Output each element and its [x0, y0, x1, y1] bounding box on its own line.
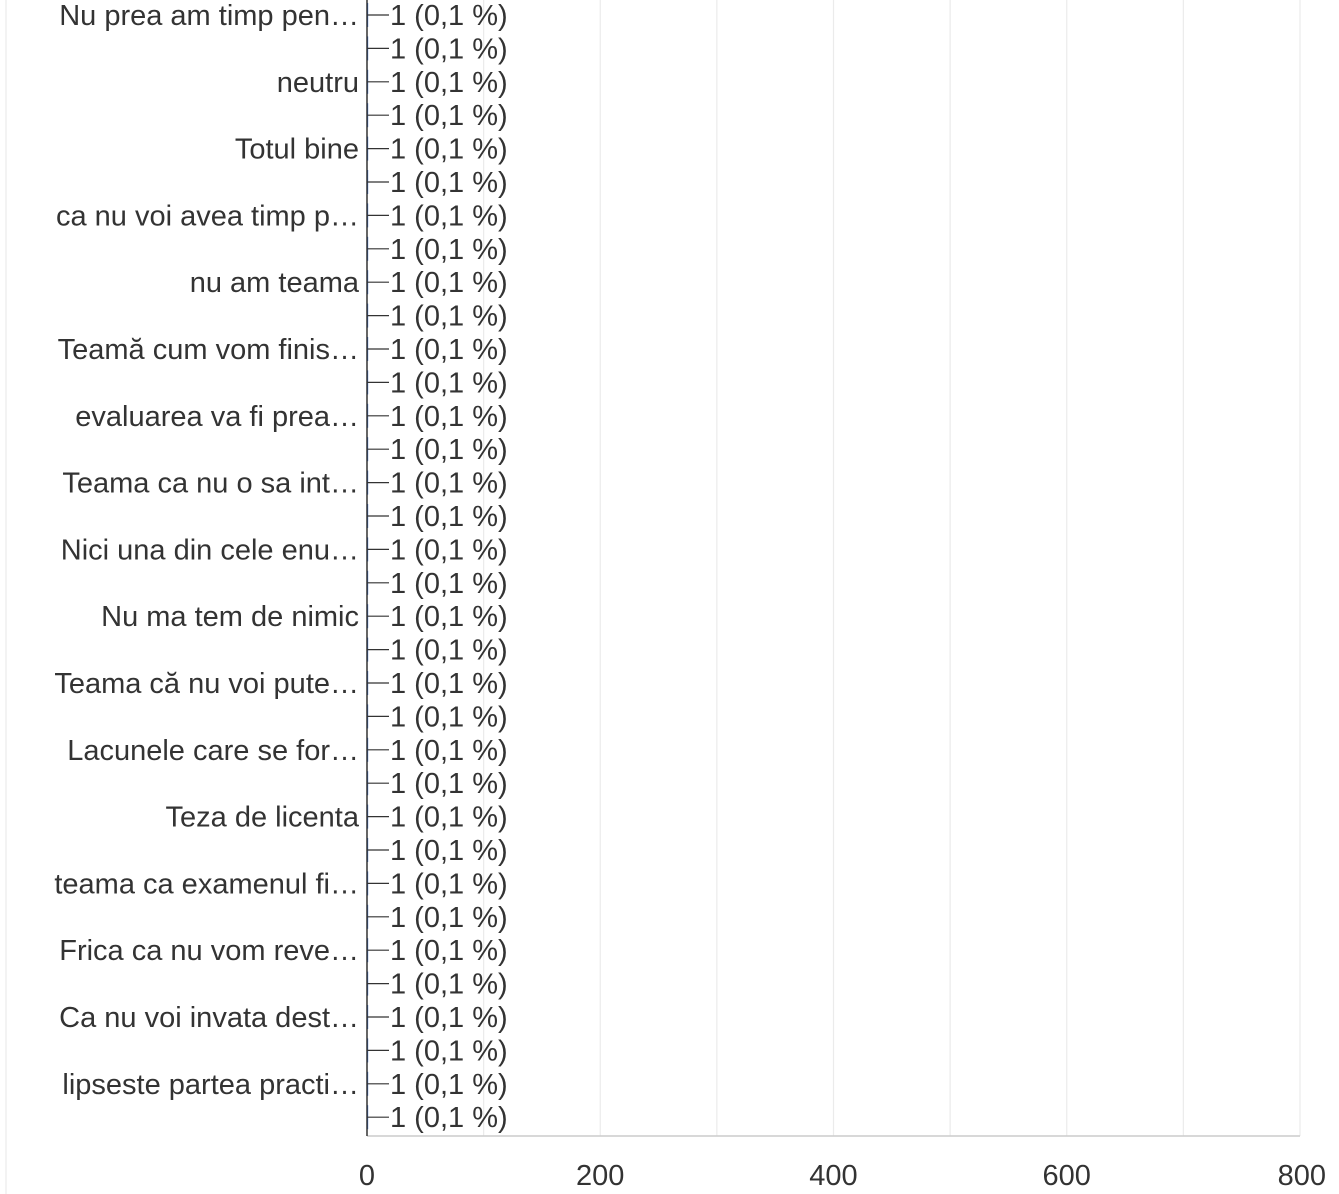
- category-label: lipseste partea practi…: [62, 1069, 359, 1101]
- data-label: 1 (0,1 %): [390, 100, 508, 132]
- category-label: ca nu voi avea timp p…: [56, 200, 359, 232]
- data-label: 1 (0,1 %): [390, 1069, 508, 1101]
- data-label: 1 (0,1 %): [390, 468, 508, 500]
- data-label: 1 (0,1 %): [390, 434, 508, 466]
- category-label: Teza de licenta: [166, 802, 360, 834]
- data-label: 1 (0,1 %): [390, 267, 508, 299]
- data-label: 1 (0,1 %): [390, 534, 508, 566]
- x-tick-label: 0: [359, 1160, 375, 1192]
- data-label: 1 (0,1 %): [390, 334, 508, 366]
- data-label: 1 (0,1 %): [390, 1002, 508, 1034]
- data-label: 1 (0,1 %): [390, 67, 508, 99]
- data-label: 1 (0,1 %): [390, 768, 508, 800]
- category-label: Totul bine: [235, 134, 359, 166]
- data-label: 1 (0,1 %): [390, 935, 508, 967]
- data-label: 1 (0,1 %): [390, 835, 508, 867]
- data-label: 1 (0,1 %): [390, 802, 508, 834]
- data-label: 1 (0,1 %): [390, 902, 508, 934]
- data-label: 1 (0,1 %): [390, 668, 508, 700]
- axes: [366, 0, 1300, 1137]
- data-label: 1 (0,1 %): [390, 601, 508, 633]
- category-label: Teama că nu voi pute…: [54, 668, 359, 700]
- x-tick-label: 200: [576, 1160, 624, 1192]
- x-tick-label: 800: [1278, 1160, 1326, 1192]
- data-label: 1 (0,1 %): [390, 0, 508, 32]
- category-label: nu am teama: [190, 267, 360, 299]
- data-label: 1 (0,1 %): [390, 33, 508, 65]
- data-label: 1 (0,1 %): [390, 200, 508, 232]
- data-label: 1 (0,1 %): [390, 568, 508, 600]
- category-label: Teama ca nu o sa int…: [62, 468, 359, 500]
- category-label: Ca nu voi invata dest…: [59, 1002, 359, 1034]
- category-label: teama ca examenul fi…: [54, 868, 359, 900]
- data-label: 1 (0,1 %): [390, 735, 508, 767]
- category-label: Nu prea am timp pen…: [59, 0, 359, 32]
- data-label: 1 (0,1 %): [390, 701, 508, 733]
- data-label: 1 (0,1 %): [390, 367, 508, 399]
- labels: 1 (0,1 %)Nu prea am timp pen…1 (0,1 %)1 …: [54, 0, 1326, 1192]
- category-label: Nu ma tem de nimic: [101, 601, 359, 633]
- data-label: 1 (0,1 %): [390, 635, 508, 667]
- x-tick-label: 600: [1043, 1160, 1091, 1192]
- data-label: 1 (0,1 %): [390, 969, 508, 1001]
- category-label: Nici una din cele enu…: [61, 534, 359, 566]
- category-label: neutru: [277, 67, 359, 99]
- category-label: Frica ca nu vom reve…: [59, 935, 359, 967]
- gridlines: [5, 0, 1301, 1194]
- data-label: 1 (0,1 %): [390, 234, 508, 266]
- data-label: 1 (0,1 %): [390, 167, 508, 199]
- data-label: 1 (0,1 %): [390, 1102, 508, 1134]
- data-label: 1 (0,1 %): [390, 501, 508, 533]
- category-label: evaluarea va fi prea…: [75, 401, 359, 433]
- category-label: Lacunele care se for…: [67, 735, 359, 767]
- data-label: 1 (0,1 %): [390, 134, 508, 166]
- category-label: Teamă cum vom finis…: [58, 334, 359, 366]
- data-label: 1 (0,1 %): [390, 301, 508, 333]
- data-label: 1 (0,1 %): [390, 401, 508, 433]
- data-label: 1 (0,1 %): [390, 868, 508, 900]
- data-label: 1 (0,1 %): [390, 1035, 508, 1067]
- x-tick-label: 400: [809, 1160, 857, 1192]
